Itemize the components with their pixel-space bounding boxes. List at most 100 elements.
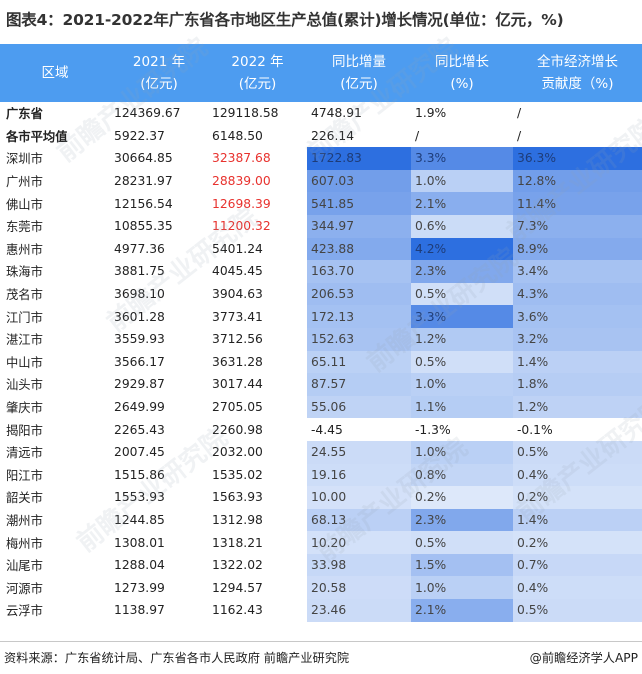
cell-increment: 172.13 xyxy=(307,305,411,328)
table-row: 广州市 28231.97 28839.00 607.03 1.0% 12.8% xyxy=(0,169,642,193)
cell-region: 中山市 xyxy=(6,355,43,370)
cell-contribution: 1.8% xyxy=(513,373,642,396)
cell-increment: 68.13 xyxy=(307,508,411,532)
table-row: 惠州市 4977.36 5401.24 423.88 4.2% 8.9% xyxy=(0,237,642,261)
table-row: 佛山市 12156.54 12698.39 541.85 2.1% 11.4% xyxy=(0,192,642,215)
header-growth: 同比增长 (%) xyxy=(411,44,513,102)
cell-contribution: 0.4% xyxy=(513,576,642,600)
cell-2021: 1308.01 xyxy=(114,535,165,550)
cell-growth: 1.2% xyxy=(411,327,513,351)
header-2022: 2022 年 (亿元) xyxy=(208,44,307,102)
cell-2022: 2032.00 xyxy=(212,445,263,460)
table-row: 江门市 3601.28 3773.41 172.13 3.3% 3.6% xyxy=(0,305,642,328)
cell-region: 汕尾市 xyxy=(6,559,43,574)
table-row: 湛江市 3559.93 3712.56 152.63 1.2% 3.2% xyxy=(0,327,642,351)
cell-region: 广东省 xyxy=(6,107,43,122)
cell-region: 肇庆市 xyxy=(6,401,43,416)
cell-increment: 1722.83 xyxy=(307,147,411,170)
cell-region: 云浮市 xyxy=(6,604,43,619)
cell-2022: 1535.02 xyxy=(212,467,263,482)
cell-2021: 1553.93 xyxy=(114,490,165,505)
table-body: 广东省 124369.67 129118.58 4748.91 1.9% / 各市平均值 59… xyxy=(0,102,642,622)
table-row: 潮州市 1244.85 1312.98 68.13 2.3% 1.4% xyxy=(0,508,642,532)
cell-increment: 33.98 xyxy=(307,553,411,577)
cell-increment: 10.00 xyxy=(307,486,411,509)
cell-increment: 23.46 xyxy=(307,599,411,622)
cell-region: 清远市 xyxy=(6,446,43,461)
cell-increment: 163.70 xyxy=(307,260,411,283)
cell-2022: 11200.32 xyxy=(212,219,271,234)
cell-2021: 1138.97 xyxy=(114,603,165,618)
cell-growth: 1.5% xyxy=(411,553,513,577)
cell-region: 广州市 xyxy=(6,175,43,190)
cell-2021: 12156.54 xyxy=(114,196,173,211)
footer-divider xyxy=(0,641,642,642)
cell-growth: 1.0% xyxy=(411,373,513,396)
cell-2021: 3881.75 xyxy=(114,264,165,279)
cell-contribution: 11.4% xyxy=(513,192,642,215)
cell-region: 各市平均值 xyxy=(6,129,68,144)
header-region: 区域 xyxy=(0,44,110,102)
table-row: 肇庆市 2649.99 2705.05 55.06 1.1% 1.2% xyxy=(0,395,642,419)
cell-2021: 1273.99 xyxy=(114,580,165,595)
cell-2021: 2265.43 xyxy=(114,422,165,437)
cell-region: 茂名市 xyxy=(6,288,43,303)
cell-growth: / xyxy=(415,128,420,143)
cell-2021: 1288.04 xyxy=(114,558,165,573)
cell-region: 深圳市 xyxy=(6,152,43,167)
cell-increment: 10.20 xyxy=(307,531,411,554)
cell-contribution: 3.2% xyxy=(513,327,642,351)
table-row: 云浮市 1138.97 1162.43 23.46 2.1% 0.5% xyxy=(0,599,642,622)
table-row: 梅州市 1308.01 1318.21 10.20 0.5% 0.2% xyxy=(0,531,642,554)
cell-2021: 30664.85 xyxy=(114,151,173,166)
table-row: 中山市 3566.17 3631.28 65.11 0.5% 1.4% xyxy=(0,350,642,374)
cell-increment: -4.45 xyxy=(311,422,343,437)
table-row: 深圳市 30664.85 32387.68 1722.83 3.3% 36.3% xyxy=(0,147,642,170)
cell-growth: 1.0% xyxy=(411,440,513,464)
cell-increment: 55.06 xyxy=(307,395,411,419)
cell-increment: 20.58 xyxy=(307,576,411,600)
table-row: 阳江市 1515.86 1535.02 19.16 0.8% 0.4% xyxy=(0,463,642,487)
cell-growth: 3.3% xyxy=(411,147,513,170)
cell-growth: 0.2% xyxy=(411,486,513,509)
cell-2021: 5922.37 xyxy=(114,128,165,143)
chart-title: 图表4：2021-2022年广东省各市地区生产总值(累计)增长情况(单位：亿元，… xyxy=(6,11,564,29)
cell-increment: 423.88 xyxy=(307,237,411,261)
cell-growth: 1.1% xyxy=(411,395,513,419)
cell-contribution: 0.2% xyxy=(513,531,642,554)
cell-contribution: 0.4% xyxy=(513,463,642,487)
cell-2021: 3698.10 xyxy=(114,287,165,302)
cell-2021: 2929.87 xyxy=(114,377,165,392)
cell-growth: 2.1% xyxy=(411,599,513,622)
cell-2021: 3559.93 xyxy=(114,332,165,347)
table-row: 珠海市 3881.75 4045.45 163.70 2.3% 3.4% xyxy=(0,260,642,283)
table-row: 河源市 1273.99 1294.57 20.58 1.0% 0.4% xyxy=(0,576,642,600)
cell-2021: 124369.67 xyxy=(114,106,181,121)
cell-2022: 4045.45 xyxy=(212,264,263,279)
cell-growth: 0.5% xyxy=(411,531,513,554)
header-contribution: 全市经济增长 贡献度（%) xyxy=(513,44,642,102)
cell-2022: 1162.43 xyxy=(212,603,263,618)
cell-2022: 129118.58 xyxy=(212,106,279,121)
cell-contribution: -0.1% xyxy=(517,422,553,437)
cell-2022: 3904.63 xyxy=(212,287,263,302)
cell-region: 韶关市 xyxy=(6,491,43,506)
cell-2022: 2705.05 xyxy=(212,400,263,415)
cell-growth: 1.0% xyxy=(411,169,513,193)
cell-contribution: 0.7% xyxy=(513,553,642,577)
cell-2021: 2649.99 xyxy=(114,400,165,415)
cell-2022: 1294.57 xyxy=(212,580,263,595)
cell-increment: 87.57 xyxy=(307,373,411,396)
cell-region: 汕头市 xyxy=(6,378,43,393)
cell-increment: 24.55 xyxy=(307,440,411,464)
cell-2021: 4977.36 xyxy=(114,241,165,256)
cell-2021: 3566.17 xyxy=(114,354,165,369)
cell-contribution: 36.3% xyxy=(513,147,642,170)
header-2021: 2021 年 (亿元) xyxy=(110,44,208,102)
cell-growth: 4.2% xyxy=(411,237,513,261)
cell-2022: 3712.56 xyxy=(212,332,263,347)
gdp-table: 区域 2021 年 (亿元) 2022 年 (亿元) 同比增量 (亿元) 同比增长 (%… xyxy=(0,44,642,622)
cell-contribution: 3.4% xyxy=(513,260,642,283)
table-row: 揭阳市 2265.43 2260.98 -4.45 -1.3% -0.1% xyxy=(0,418,642,441)
table-row: 东莞市 10855.35 11200.32 344.97 0.6% 7.3% xyxy=(0,214,642,238)
